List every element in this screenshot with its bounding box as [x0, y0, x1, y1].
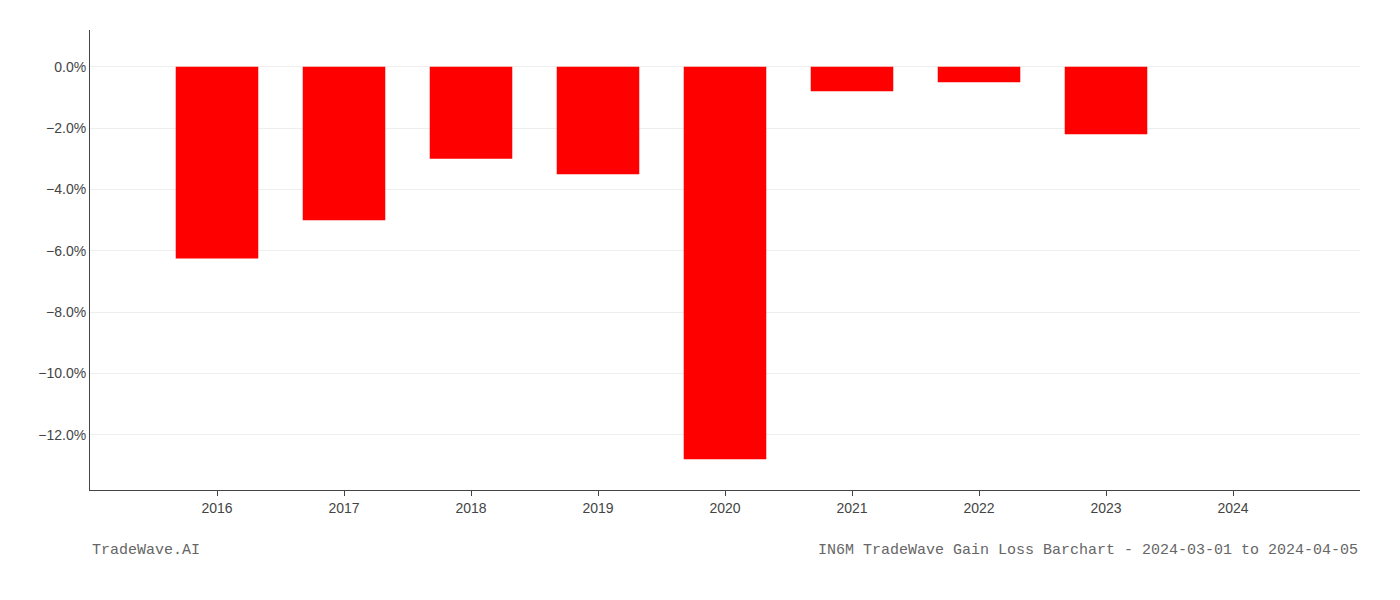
svg-text:2021: 2021 — [836, 500, 867, 516]
svg-text:0.0%: 0.0% — [54, 59, 86, 75]
svg-text:IN6M TradeWave Gain Loss Barch: IN6M TradeWave Gain Loss Barchart - 2024… — [818, 542, 1358, 559]
svg-text:−2.0%: −2.0% — [46, 120, 86, 136]
svg-text:−4.0%: −4.0% — [46, 181, 86, 197]
svg-text:−12.0%: −12.0% — [38, 427, 86, 443]
svg-text:2020: 2020 — [709, 500, 740, 516]
svg-text:−6.0%: −6.0% — [46, 243, 86, 259]
svg-text:2022: 2022 — [963, 500, 994, 516]
svg-text:2024: 2024 — [1217, 500, 1248, 516]
svg-text:2017: 2017 — [328, 500, 359, 516]
svg-text:2016: 2016 — [201, 500, 232, 516]
svg-text:−8.0%: −8.0% — [46, 304, 86, 320]
svg-text:2018: 2018 — [455, 500, 486, 516]
svg-text:2023: 2023 — [1090, 500, 1121, 516]
svg-text:2019: 2019 — [582, 500, 613, 516]
svg-text:−10.0%: −10.0% — [38, 365, 86, 381]
svg-text:TradeWave.AI: TradeWave.AI — [92, 542, 200, 559]
